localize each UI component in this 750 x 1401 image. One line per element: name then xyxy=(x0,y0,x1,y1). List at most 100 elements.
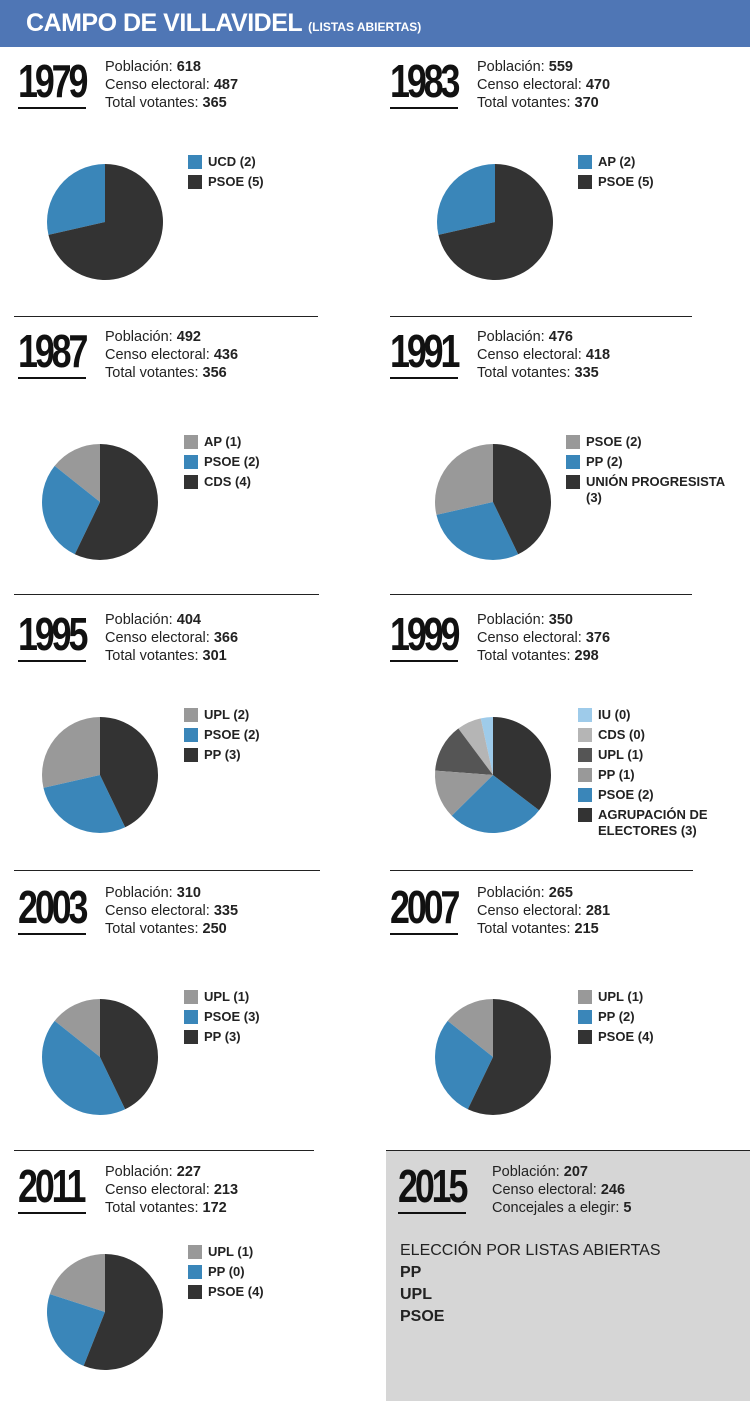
legend-label: AP (1) xyxy=(204,434,242,449)
legend-swatch xyxy=(578,708,592,722)
legend-label: IU (0) xyxy=(598,707,631,722)
legend-1983: AP (2) PSOE (5) xyxy=(578,154,744,194)
legend-swatch xyxy=(578,1030,592,1044)
censo-label: Censo electoral: xyxy=(477,347,586,363)
pie-slice xyxy=(48,164,163,280)
legend-item: PP (3) xyxy=(184,747,744,767)
legend-item: PP (2) xyxy=(566,454,744,474)
section-divider xyxy=(14,1150,314,1151)
censo-label: Censo electoral: xyxy=(477,77,586,93)
poblacion-value: 350 xyxy=(548,612,573,628)
poblacion-value: 404 xyxy=(176,612,201,628)
concejales-value: 5 xyxy=(623,1200,632,1216)
legend-1991: PSOE (2) PP (2) UNIÓN PROGRESISTA (3) xyxy=(566,434,744,505)
poblacion-label: Población: xyxy=(492,1164,564,1180)
legend-item: UNIÓN PROGRESISTA (3) xyxy=(566,474,744,505)
election-2015-box: 2015 Población: 207 Censo electoral: 246… xyxy=(386,1150,750,1401)
pie-slice xyxy=(447,999,493,1057)
legend-item: UCD (2) xyxy=(188,154,744,174)
pie-chart-2003 xyxy=(41,999,159,1116)
legend-label: PSOE (2) xyxy=(204,727,260,742)
legend-2007: UPL (1) PP (2) PSOE (4) xyxy=(578,989,744,1049)
votantes-value: 365 xyxy=(202,95,227,111)
year-block-2003: 2003 Población: 310 Censo electoral: 335 To… xyxy=(18,884,348,944)
legend-item: PSOE (2) xyxy=(566,434,744,454)
votantes-label: Total votantes: xyxy=(105,648,203,664)
poblacion-value: 492 xyxy=(176,329,201,345)
votantes-label: Total votantes: xyxy=(477,921,575,937)
legend-2011: UPL (1) PP (0) PSOE (4) xyxy=(188,1244,744,1304)
concejales-label: Concejales a elegir: xyxy=(492,1200,624,1216)
poblacion-label: Población: xyxy=(477,329,549,345)
stats: Población: 310 Censo electoral: 335 Total … xyxy=(105,884,238,938)
pie-slice xyxy=(47,1294,105,1366)
legend-item: PSOE (4) xyxy=(188,1284,744,1304)
votantes-label: Total votantes: xyxy=(477,365,575,381)
legend-label: UPL (1) xyxy=(598,989,644,1004)
legend-swatch xyxy=(188,1265,202,1279)
year-label: 1999 xyxy=(390,608,460,660)
pie-chart-1995 xyxy=(41,717,159,834)
legend-swatch xyxy=(188,1285,202,1299)
pie-slice xyxy=(54,999,100,1057)
poblacion-label: Población: xyxy=(477,612,549,628)
stats: Población: 559 Censo electoral: 470 Total … xyxy=(477,58,610,112)
legend-item: PSOE (3) xyxy=(184,1009,744,1029)
poblacion-value: 618 xyxy=(176,59,201,75)
section-divider xyxy=(390,316,692,317)
pie-chart-1987 xyxy=(41,444,158,560)
legend-label: PP (2) xyxy=(586,454,623,469)
legend-swatch xyxy=(184,475,198,489)
legend-swatch xyxy=(184,1030,198,1044)
stats: Población: 207 Censo electoral: 246 Conc… xyxy=(492,1163,631,1217)
legend-swatch xyxy=(566,455,580,469)
censo-value: 487 xyxy=(213,77,239,93)
censo-label: Censo electoral: xyxy=(105,630,214,646)
legend-swatch xyxy=(184,728,198,742)
pie-slice xyxy=(100,999,159,1110)
year-label: 2003 xyxy=(18,881,88,933)
year-underline xyxy=(398,1212,466,1214)
legend-swatch xyxy=(188,155,202,169)
pie-chart-2011 xyxy=(47,1254,163,1370)
note-title: ELECCIÓN POR LISTAS ABIERTAS xyxy=(400,1242,661,1259)
poblacion-value: 207 xyxy=(563,1164,588,1180)
pie-slice xyxy=(43,775,126,834)
votantes-value: 172 xyxy=(202,1200,227,1216)
poblacion-label: Población: xyxy=(105,1164,177,1180)
pie-slice xyxy=(54,444,100,502)
year-underline xyxy=(390,107,458,109)
stats: Población: 227 Censo electoral: 213 Total … xyxy=(105,1163,238,1217)
pie-slice xyxy=(458,718,493,775)
legend-swatch xyxy=(578,1010,592,1024)
lists: PP UPL PSOE xyxy=(400,1262,661,1328)
censo-value: 246 xyxy=(600,1182,626,1198)
year-block-1995: 1995 Población: 404 Censo electoral: 366 To… xyxy=(18,611,348,671)
pie-slice xyxy=(436,164,495,235)
legend-1979: UCD (2) PSOE (5) xyxy=(188,154,744,194)
votantes-value: 301 xyxy=(202,648,227,664)
year-label: 1991 xyxy=(390,325,460,377)
legend-item: UPL (1) xyxy=(578,747,744,767)
pie-chart-1999 xyxy=(434,717,552,834)
year-underline xyxy=(18,933,86,935)
pie-slice xyxy=(493,444,552,555)
pie-slice xyxy=(435,728,493,775)
legend-swatch xyxy=(184,455,198,469)
legend-item: PSOE (5) xyxy=(578,174,744,194)
year-block-2007: 2007 Población: 265 Censo electoral: 281 To… xyxy=(390,884,720,944)
year-label: 2007 xyxy=(390,881,460,933)
poblacion-label: Población: xyxy=(477,885,549,901)
votantes-value: 298 xyxy=(574,648,599,664)
votantes-label: Total votantes: xyxy=(105,95,203,111)
legend-item: CDS (4) xyxy=(184,474,744,494)
year-block-1987: 1987 Población: 492 Censo electoral: 436 To… xyxy=(18,328,348,388)
votantes-value: 356 xyxy=(202,365,227,381)
legend-item: PP (1) xyxy=(578,767,744,787)
pie-chart-2007 xyxy=(434,999,551,1115)
pie-slice xyxy=(41,717,100,788)
legend-label: PSOE (4) xyxy=(598,1029,654,1044)
legend-swatch xyxy=(188,1245,202,1259)
votantes-label: Total votantes: xyxy=(477,648,575,664)
pie-slice xyxy=(83,1254,163,1370)
